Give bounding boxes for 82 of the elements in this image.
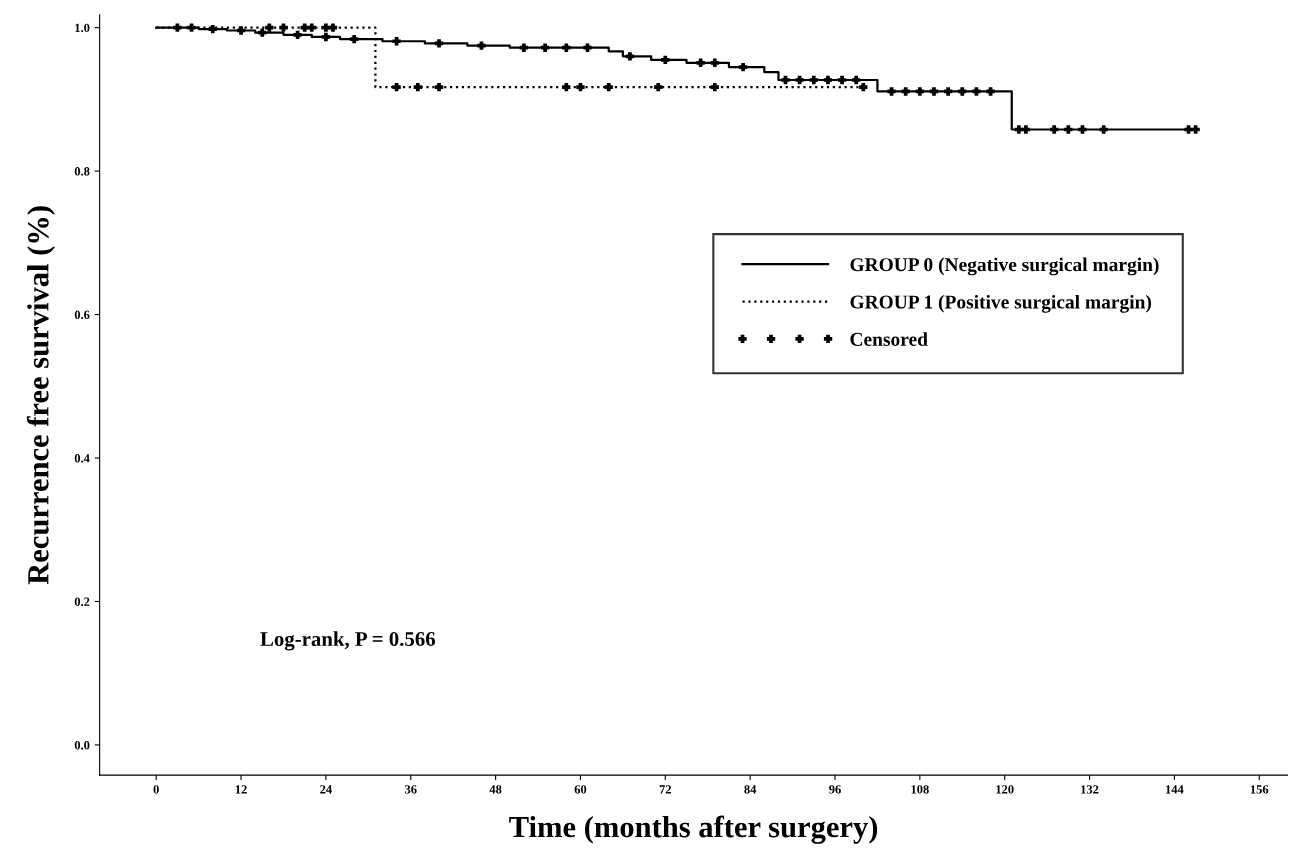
point <box>321 32 331 42</box>
y-tick-label: 0.4 <box>74 454 90 463</box>
point <box>901 87 910 96</box>
point <box>434 39 444 48</box>
point <box>562 43 571 52</box>
point <box>293 30 302 39</box>
point <box>540 43 550 52</box>
x-tick-label: 12 <box>235 785 247 794</box>
point <box>929 87 939 96</box>
point <box>392 37 401 46</box>
point <box>307 23 316 32</box>
legend-label: GROUP 1 (Positive surgical margin) <box>850 294 1152 313</box>
x-tick-label: 120 <box>996 785 1014 794</box>
point <box>1191 125 1200 134</box>
point <box>986 87 995 96</box>
point <box>576 83 585 92</box>
point <box>562 83 571 92</box>
point <box>859 83 868 92</box>
y-tick-label: 0.6 <box>74 310 90 320</box>
x-tick-label: 60 <box>574 785 587 794</box>
point <box>781 75 790 85</box>
point <box>795 75 804 85</box>
point <box>173 23 182 32</box>
point <box>1014 125 1024 134</box>
point <box>328 23 338 32</box>
x-tick-label: 144 <box>1166 785 1184 794</box>
x-tick-label: 156 <box>1250 785 1269 794</box>
legend-label: GROUP 0 (Negative surgical margin) <box>850 257 1159 276</box>
point <box>710 58 719 67</box>
point <box>958 87 967 96</box>
point <box>519 43 529 52</box>
point <box>208 24 217 34</box>
x-tick-label: 36 <box>404 785 417 794</box>
point <box>661 55 670 65</box>
point <box>477 41 486 50</box>
x-tick-label: 108 <box>911 785 929 794</box>
point <box>321 23 331 32</box>
point <box>625 52 635 61</box>
point <box>583 43 592 52</box>
x-tick-label: 0 <box>153 785 159 794</box>
point <box>837 75 847 85</box>
x-tick-label: 72 <box>659 785 672 794</box>
point <box>710 83 719 92</box>
point <box>265 23 274 32</box>
point <box>887 87 896 96</box>
y-tick-label: 0.0 <box>74 740 90 750</box>
point <box>279 23 288 32</box>
point <box>1078 125 1087 134</box>
point <box>1021 125 1031 134</box>
point <box>1050 125 1059 134</box>
point <box>809 75 818 85</box>
x-tick-label: 132 <box>1081 785 1099 794</box>
point <box>696 58 705 67</box>
point <box>236 26 246 35</box>
point <box>413 83 422 92</box>
point <box>1099 125 1108 134</box>
point <box>972 87 981 96</box>
point <box>392 83 401 92</box>
y-tick-label: 1.0 <box>75 23 90 33</box>
annotation: Log-rank, P = 0.566 <box>260 631 436 651</box>
point <box>1064 125 1073 134</box>
point <box>604 83 613 92</box>
point <box>738 62 748 72</box>
x-axis-title: Time (months after surgery) <box>509 815 878 844</box>
x-tick-label: 48 <box>489 785 502 794</box>
point <box>258 28 267 37</box>
point <box>823 75 833 85</box>
y-tick-label: 0.8 <box>74 167 90 176</box>
x-tick-label: 24 <box>320 785 332 794</box>
legend-label: Censored <box>850 332 928 346</box>
y-axis-title: Recurrence free survival (%) <box>26 206 55 585</box>
y-tick-label: 0.2 <box>74 597 90 606</box>
point <box>852 75 861 85</box>
point <box>915 87 925 96</box>
x-tick-label: 84 <box>744 785 757 794</box>
point <box>943 87 953 96</box>
point <box>300 23 309 32</box>
point <box>187 23 196 32</box>
point <box>350 34 359 44</box>
point <box>654 83 663 92</box>
x-tick-label: 96 <box>829 785 841 794</box>
point <box>434 83 444 92</box>
